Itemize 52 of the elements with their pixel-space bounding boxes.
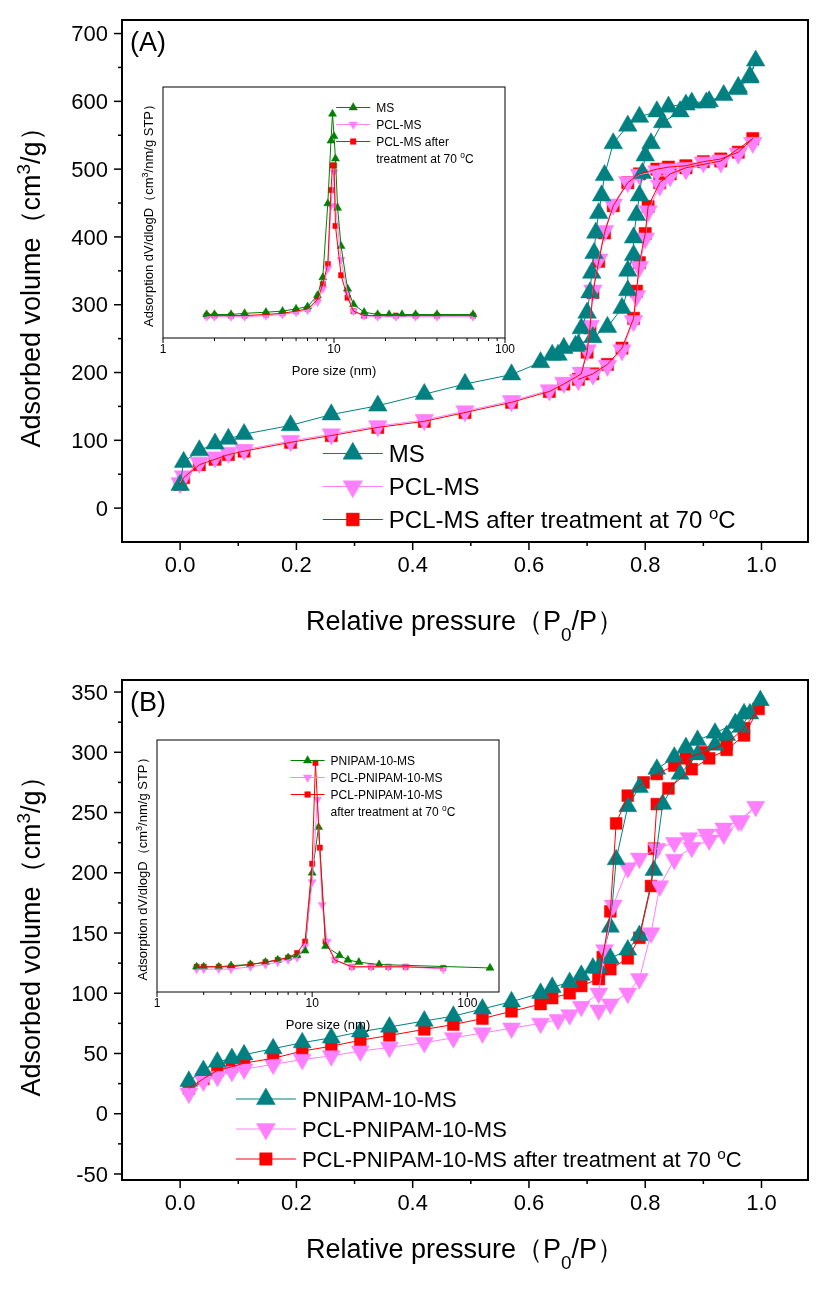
legend-label: PCL-MS <box>388 473 480 501</box>
legend-label: PCL-PNIPAM-10-MS <box>330 770 443 785</box>
legend-label: PNIPAM-10-MS <box>301 1086 457 1112</box>
y-tick-label: 250 <box>71 800 108 826</box>
y-tick-label: 200 <box>71 860 108 886</box>
legend-label: PCL-PNIPAM-10-MS <box>301 1116 507 1142</box>
x-tick-label: 10 <box>305 996 320 1010</box>
x-axis-title: Relative pressure（P$_{0}$/P） <box>305 606 625 645</box>
legend-label: PNIPAM-10-MS <box>330 753 416 768</box>
x-tick-label: 0.8 <box>629 552 661 577</box>
legend-label: PCL-MS after treatment at 70 $^{o}$C <box>376 134 474 166</box>
x-tick-label: 0.4 <box>397 552 428 577</box>
x-tick-label: 100 <box>457 996 478 1010</box>
legend-label: PCL-MS after treatment at 70 $^{o}$C <box>388 503 736 534</box>
x-tick-label: 0.2 <box>281 552 312 577</box>
y-tick-label: 300 <box>71 739 108 765</box>
y-tick-label: 600 <box>71 89 108 115</box>
chart-title: (A) <box>130 27 166 57</box>
x-tick-label: 100 <box>494 342 516 356</box>
x-axis-title: Relative pressure（P$_{0}$/P） <box>305 1234 625 1273</box>
x-tick-label: 10 <box>327 342 341 356</box>
x-tick-label: 0.0 <box>164 552 196 577</box>
x-tick-label: 1.0 <box>746 1190 777 1215</box>
y-tick-label: 50 <box>83 1041 108 1067</box>
y-tick-label: -50 <box>76 1161 108 1187</box>
y-tick-label: 700 <box>71 21 108 47</box>
x-axis-title: Pore size (nm) <box>291 363 377 378</box>
x-tick-label: 0.6 <box>513 552 545 577</box>
legend-label: PCL-PNIPAM-10-MS after treatment at 70 $^{o}$C <box>301 1144 742 1172</box>
y-tick-label: 0 <box>95 1101 108 1127</box>
legend-label: MS <box>376 100 395 115</box>
y-tick-label: 300 <box>71 292 108 318</box>
y-tick-label: 350 <box>71 679 108 705</box>
chart-title: (B) <box>130 687 166 717</box>
y-tick-label: 100 <box>71 428 108 454</box>
y-tick-label: 0 <box>95 495 108 521</box>
x-tick-label: 0.6 <box>513 1190 545 1215</box>
y-tick-label: 500 <box>71 156 108 182</box>
x-tick-label: 0.4 <box>397 1190 428 1215</box>
x-axis-title: Pore size (nm) <box>285 1017 371 1032</box>
y-tick-label: 150 <box>71 920 108 946</box>
x-tick-label: 0.8 <box>629 1190 661 1215</box>
legend-label: PCL-MS <box>376 117 422 132</box>
x-tick-label: 1.0 <box>746 552 777 577</box>
legend-label: MS <box>388 440 425 468</box>
legend-label: PCL-PNIPAM-10-MS after treatment at 70 $^{o}$C <box>330 787 456 819</box>
x-tick-label: 0.0 <box>164 1190 196 1215</box>
x-tick-label: 1 <box>159 342 167 356</box>
y-tick-label: 200 <box>71 360 108 386</box>
y-tick-label: 400 <box>71 224 108 250</box>
x-tick-label: 0.2 <box>281 1190 312 1215</box>
x-tick-label: 1 <box>153 996 161 1010</box>
